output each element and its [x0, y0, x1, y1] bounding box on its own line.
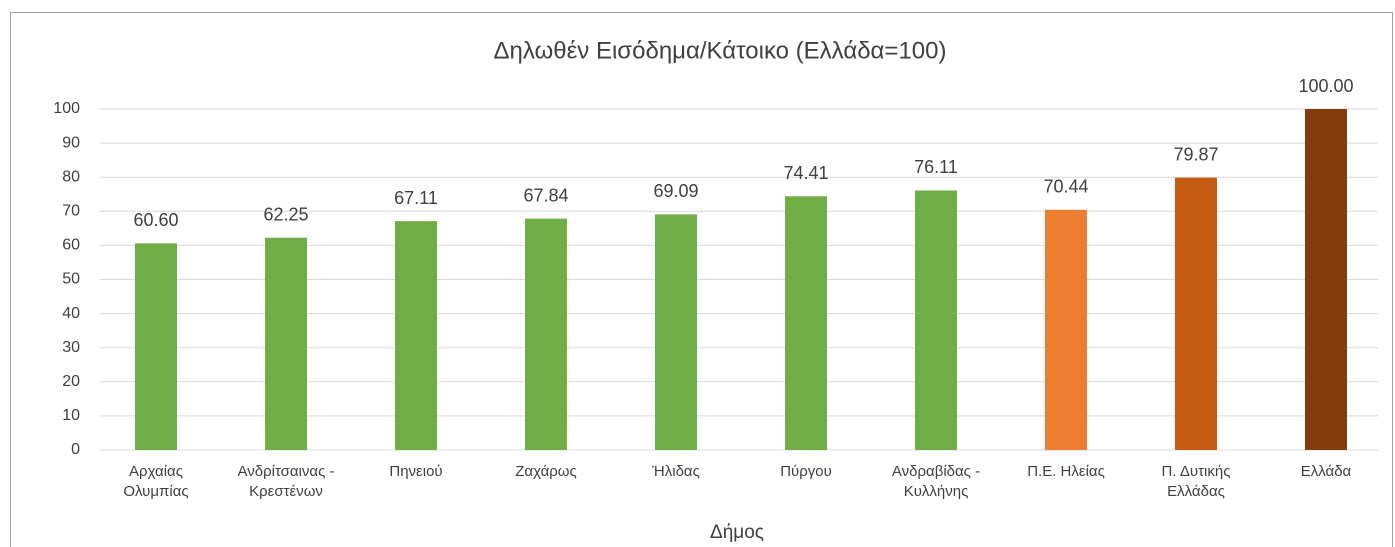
x-axis-label: Δήμος [710, 522, 764, 543]
y-tick-label: 80 [62, 168, 80, 185]
chart-frame [10, 12, 1393, 547]
data-label: 79.87 [1173, 144, 1218, 164]
x-tick-label: Ανδραβίδας - Κυλλήνης [891, 463, 981, 500]
y-tick-label: 40 [62, 305, 80, 322]
bar [525, 218, 567, 450]
y-tick-label: 0 [71, 441, 80, 458]
y-tick-label: 90 [62, 134, 80, 151]
data-label: 74.41 [783, 163, 828, 183]
data-label: 67.11 [394, 188, 438, 208]
y-tick-label: 60 [62, 237, 80, 254]
bar [265, 237, 307, 450]
x-tick-label: Ζαχάρως [515, 463, 577, 480]
y-tick-label: 50 [62, 271, 80, 288]
x-tick-label: Πηνειού [389, 463, 443, 480]
chart-title: Δηλωθέν Εισόδημα/Κάτοικο (Ελλάδα=100) [494, 37, 947, 64]
bar [1305, 109, 1347, 450]
y-tick-label: 100 [53, 100, 80, 117]
x-tick-label: Πύργου [780, 463, 832, 480]
data-label: 76.11 [914, 157, 958, 177]
x-tick-label: Π. Δυτικής Ελλάδας [1161, 463, 1231, 500]
data-label: 62.25 [263, 204, 308, 224]
bar [395, 221, 437, 450]
bar [785, 196, 827, 450]
x-tick-label: Π.Ε. Ηλείας [1027, 463, 1105, 480]
y-tick-label: 10 [62, 407, 80, 424]
y-tick-label: 20 [62, 373, 80, 390]
x-tick-label: Ανδρίτσαινας - Κρεστένων [237, 463, 335, 500]
y-tick-label: 30 [62, 339, 80, 356]
x-tick-label: Ελλάδα [1300, 463, 1352, 480]
x-tick-label: Ήλιδας [652, 463, 700, 480]
bar [655, 214, 697, 450]
bar [915, 190, 957, 450]
bar [1175, 177, 1217, 450]
data-label: 67.84 [523, 185, 568, 205]
data-label: 69.09 [653, 181, 698, 201]
y-tick-label: 70 [62, 203, 80, 220]
data-label: 70.44 [1043, 177, 1088, 197]
bar [135, 243, 177, 450]
data-label: 60.60 [133, 210, 178, 230]
x-tick-label: Αρχαίας Ολυμπίας [123, 463, 189, 500]
bar [1045, 209, 1087, 450]
data-label: 100.00 [1298, 76, 1353, 96]
